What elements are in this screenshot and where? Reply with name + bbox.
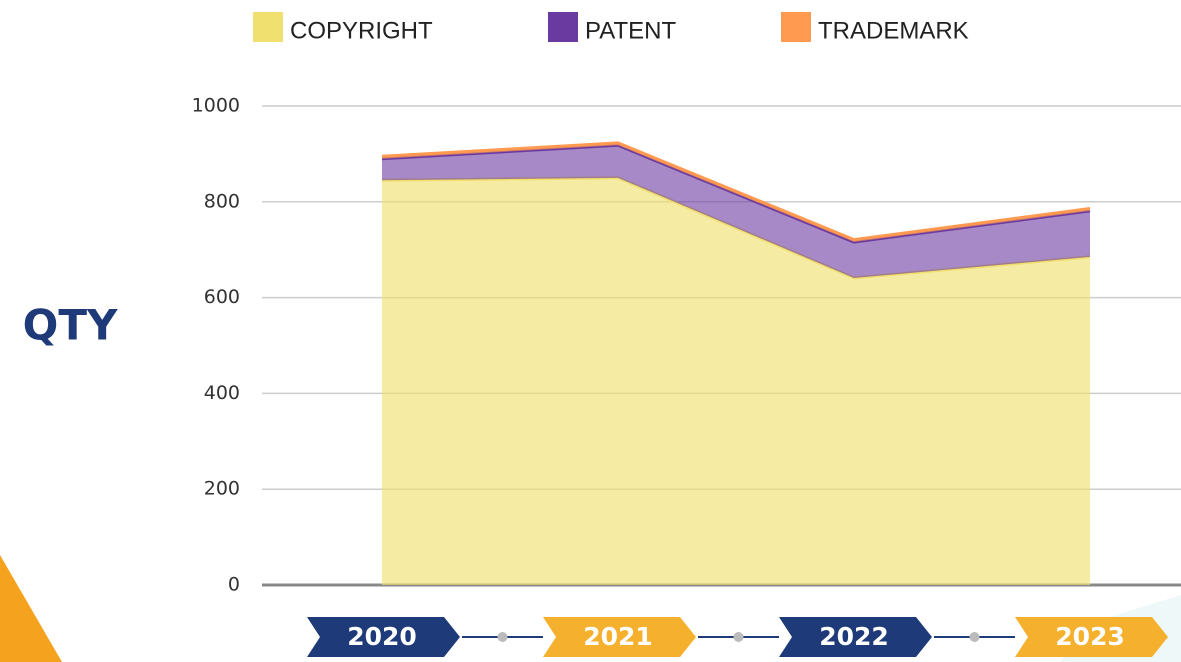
x-tick-label: 2022 bbox=[819, 622, 889, 651]
connector-dot bbox=[497, 632, 508, 642]
y-tick-label: 200 bbox=[204, 478, 240, 500]
connector-dot bbox=[733, 632, 744, 642]
area bbox=[382, 177, 1090, 585]
legend-label: TRADEMARK bbox=[818, 17, 969, 44]
corner-decoration bbox=[0, 555, 62, 662]
year-badge bbox=[543, 617, 696, 657]
connector-dot bbox=[969, 632, 980, 642]
year-badge bbox=[1015, 617, 1168, 657]
legend-swatch bbox=[781, 12, 811, 42]
y-tick-label: 400 bbox=[204, 382, 240, 404]
y-tick-label: 600 bbox=[204, 286, 240, 308]
year-badge bbox=[307, 617, 460, 657]
year-badge bbox=[779, 617, 932, 657]
y-axis-label: QTY bbox=[23, 301, 118, 350]
area-edge bbox=[381, 141, 1091, 242]
y-tick-label: 800 bbox=[204, 190, 240, 212]
x-tick-label: 2021 bbox=[583, 622, 653, 651]
legend-swatch bbox=[253, 12, 283, 42]
y-tick-label: 1000 bbox=[192, 95, 240, 117]
y-tick-label: 0 bbox=[228, 574, 240, 596]
x-tick-label: 2020 bbox=[347, 622, 417, 651]
legend-label: PATENT bbox=[585, 17, 676, 44]
legend-swatch bbox=[548, 12, 578, 42]
area bbox=[382, 145, 1090, 278]
legend-label: COPYRIGHT bbox=[290, 17, 433, 44]
x-tick-label: 2023 bbox=[1055, 622, 1125, 651]
